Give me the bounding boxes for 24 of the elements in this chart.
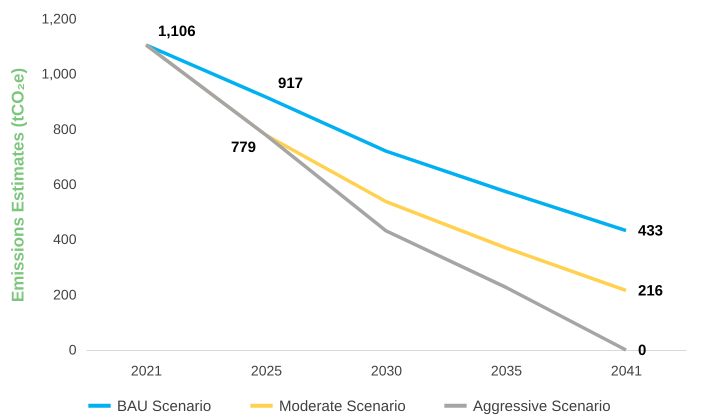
legend-label: BAU Scenario	[117, 398, 212, 415]
line-series	[144, 43, 628, 232]
x-tick-label: 2030	[370, 362, 402, 378]
legend-label: Aggressive Scenario	[473, 398, 611, 415]
y-tick-label: 1,200	[41, 10, 77, 26]
x-tick-label: 2021	[130, 362, 162, 378]
y-axis-title: Emissions Estimates (tCO₂e)	[8, 68, 28, 302]
data-label: 216	[638, 282, 664, 300]
data-label: 1,106	[158, 22, 196, 40]
x-tick-label: 2025	[250, 362, 282, 378]
x-tick-label: 2035	[490, 362, 522, 378]
line-series	[144, 43, 628, 352]
x-tick-label: 2041	[610, 362, 642, 378]
data-label: 0	[638, 342, 646, 359]
y-tick-label: 800	[53, 120, 77, 137]
y-tick-label: 200	[53, 286, 77, 302]
y-tick-label: 600	[53, 176, 77, 192]
data-label: 917	[278, 75, 304, 92]
y-tick-label: 1,000	[41, 66, 77, 82]
y-tick-label: 400	[53, 231, 77, 248]
y-tick-label: 0	[68, 342, 77, 358]
data-label: 433	[638, 222, 664, 240]
data-label: 779	[230, 139, 256, 156]
legend-label: Moderate Scenario	[279, 398, 406, 415]
